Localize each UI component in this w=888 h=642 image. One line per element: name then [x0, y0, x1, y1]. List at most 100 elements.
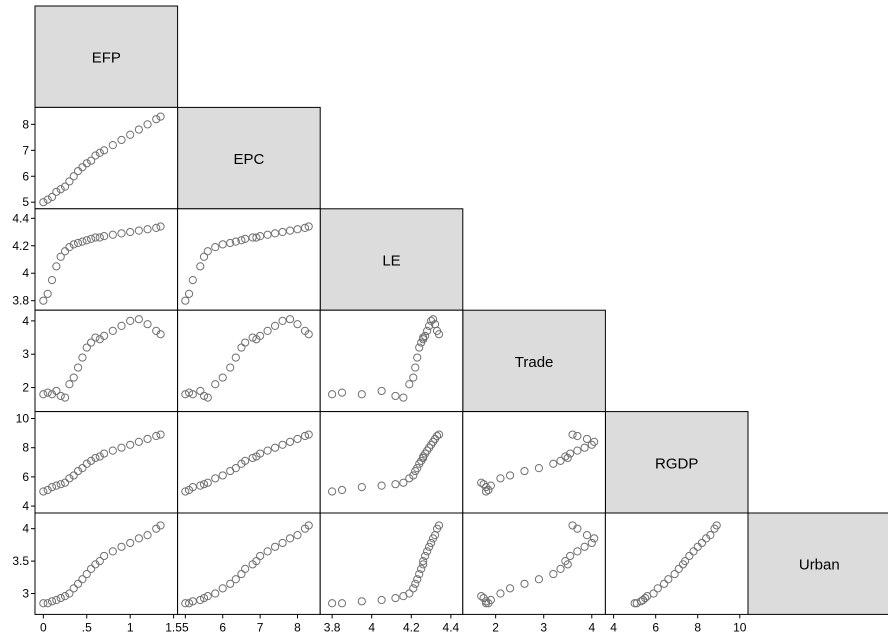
x-tick-label: 1.5 — [165, 620, 182, 634]
data-point — [285, 437, 295, 446]
data-point — [91, 233, 100, 242]
data-point — [134, 125, 143, 134]
x-tick-label: 1 — [127, 620, 134, 634]
data-point — [43, 289, 52, 298]
data-point — [477, 478, 486, 487]
data-point — [413, 464, 422, 473]
x-tick-label: 7 — [257, 620, 264, 634]
data-point — [117, 321, 126, 330]
panel-frame — [319, 411, 464, 514]
data-point — [78, 575, 87, 584]
data-point — [203, 247, 212, 256]
y-tick-label: 3.5 — [12, 554, 29, 568]
data-point — [486, 595, 495, 605]
data-point — [100, 232, 109, 241]
data-point — [199, 252, 209, 261]
data-point — [134, 437, 143, 446]
data-point — [134, 534, 143, 543]
data-point — [278, 227, 287, 237]
label-box-efp: EFP — [34, 5, 179, 108]
panel-trade-vs-efp — [34, 309, 179, 413]
data-point — [534, 464, 544, 473]
panel-frame — [34, 411, 179, 514]
data-point — [573, 547, 582, 556]
data-point — [60, 592, 70, 601]
data-point — [357, 390, 366, 399]
data-point — [479, 593, 488, 603]
data-point — [590, 534, 599, 543]
panel-rgdp-vs-trade — [462, 411, 606, 514]
data-point — [100, 449, 109, 458]
data-point — [248, 453, 257, 463]
y-tick-label: 4.4 — [12, 211, 29, 225]
data-point — [653, 584, 662, 593]
data-point — [117, 542, 126, 551]
data-point — [411, 579, 420, 588]
data-point — [434, 430, 444, 439]
data-point — [285, 534, 295, 543]
data-point — [199, 480, 209, 489]
data-point — [226, 579, 235, 588]
data-point — [73, 579, 83, 588]
data-point — [590, 437, 599, 446]
label-box-trade: Trade — [462, 309, 606, 413]
data-point — [156, 222, 165, 231]
variable-label: Urban — [799, 557, 840, 574]
x-tick-label: 10 — [733, 620, 747, 634]
data-point — [256, 331, 265, 340]
panel-epc-vs-efp — [34, 106, 179, 210]
data-point — [241, 338, 250, 347]
data-point — [65, 589, 74, 598]
data-point — [184, 289, 194, 298]
data-point — [47, 483, 57, 492]
data-point — [117, 443, 126, 452]
data-point — [47, 597, 57, 606]
data-point — [211, 589, 220, 598]
data-point — [73, 238, 83, 248]
data-point — [293, 225, 302, 234]
data-point — [87, 564, 96, 573]
data-point — [425, 321, 434, 330]
data-point — [126, 440, 135, 449]
data-point — [188, 483, 197, 492]
data-point — [582, 531, 592, 540]
label-box-bg — [34, 5, 179, 108]
y-tick-label: 3 — [22, 347, 29, 361]
data-point — [52, 481, 61, 490]
data-point — [56, 391, 65, 401]
panel-urban-vs-rgdp — [604, 512, 749, 615]
label-box-bg — [462, 309, 606, 413]
data-point — [78, 237, 87, 246]
data-point — [60, 393, 70, 402]
data-point — [43, 195, 52, 204]
data-point — [256, 449, 265, 458]
data-point — [561, 452, 570, 461]
y-tick-label: 4 — [22, 266, 29, 280]
data-point — [434, 521, 444, 530]
data-point — [108, 230, 117, 239]
label-box-bg — [177, 106, 321, 210]
data-point — [377, 386, 386, 396]
data-point — [226, 238, 235, 248]
data-point — [685, 551, 694, 561]
data-point — [69, 240, 78, 249]
data-point — [337, 388, 347, 397]
data-point — [184, 388, 194, 397]
data-point — [56, 480, 65, 489]
data-point — [697, 538, 707, 548]
data-point — [181, 296, 190, 305]
data-point — [211, 380, 220, 389]
data-point — [43, 599, 52, 608]
data-point — [484, 485, 493, 495]
data-point — [573, 431, 582, 441]
x-tick-label: 4.2 — [403, 620, 420, 634]
data-point — [263, 326, 272, 335]
label-box-urban: Urban — [747, 512, 888, 615]
data-point — [73, 466, 83, 476]
y-tick-label: 2 — [22, 381, 29, 395]
data-point — [674, 564, 683, 573]
data-point — [423, 547, 432, 556]
data-point — [78, 353, 87, 362]
data-point — [82, 569, 91, 579]
